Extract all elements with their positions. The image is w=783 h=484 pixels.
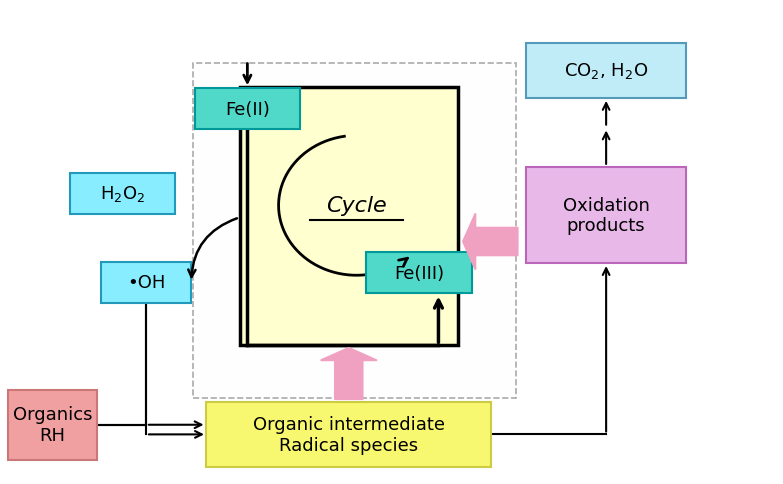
FancyBboxPatch shape xyxy=(70,173,175,214)
FancyBboxPatch shape xyxy=(526,167,686,264)
FancyBboxPatch shape xyxy=(101,262,191,303)
FancyBboxPatch shape xyxy=(193,64,517,398)
Text: Fe(III): Fe(III) xyxy=(394,264,444,282)
FancyBboxPatch shape xyxy=(8,390,97,460)
FancyBboxPatch shape xyxy=(207,402,491,467)
FancyBboxPatch shape xyxy=(366,253,471,294)
Text: Fe(II): Fe(II) xyxy=(225,101,270,119)
Text: Oxidation
products: Oxidation products xyxy=(563,196,650,235)
Text: Organics
RH: Organics RH xyxy=(13,406,92,444)
Text: Cycle: Cycle xyxy=(327,196,387,216)
Text: Organic intermediate
Radical species: Organic intermediate Radical species xyxy=(253,415,445,454)
FancyBboxPatch shape xyxy=(195,89,300,130)
FancyBboxPatch shape xyxy=(526,44,686,99)
Text: •OH: •OH xyxy=(127,274,165,292)
Text: CO$_2$, H$_2$O: CO$_2$, H$_2$O xyxy=(564,61,648,81)
Text: H$_2$O$_2$: H$_2$O$_2$ xyxy=(100,184,145,204)
FancyBboxPatch shape xyxy=(240,88,458,346)
